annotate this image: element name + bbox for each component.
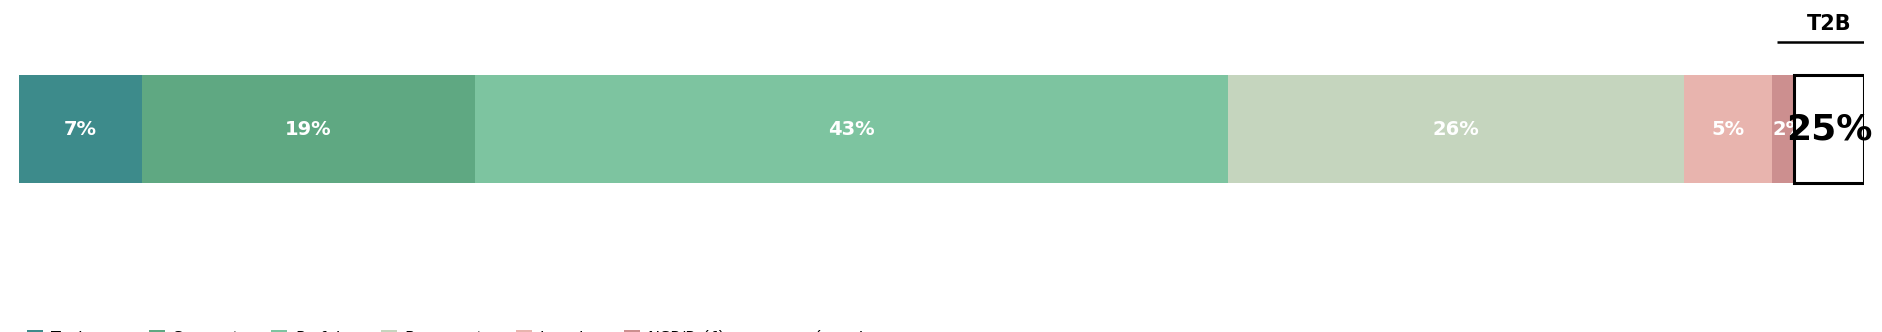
- Text: 19%: 19%: [284, 120, 331, 138]
- Bar: [19, 75, 141, 183]
- Bar: [1794, 75, 1863, 183]
- Text: 26%: 26%: [1432, 120, 1479, 138]
- Text: 7%: 7%: [64, 120, 96, 138]
- Legend: Toujours, Souvent, Parfois, Rarement, Jamais, NSP/Préfère ne pas répondre: Toujours, Souvent, Parfois, Rarement, Ja…: [26, 330, 879, 332]
- Bar: [474, 75, 1227, 183]
- Text: 43%: 43%: [828, 120, 875, 138]
- Bar: [141, 75, 474, 183]
- Bar: [1227, 75, 1683, 183]
- Bar: [1771, 75, 1807, 183]
- Bar: [1683, 75, 1771, 183]
- Text: T2B: T2B: [1807, 15, 1850, 35]
- Text: 25%: 25%: [1784, 112, 1871, 146]
- Text: 5%: 5%: [1711, 120, 1745, 138]
- Text: 2%: 2%: [1773, 120, 1805, 138]
